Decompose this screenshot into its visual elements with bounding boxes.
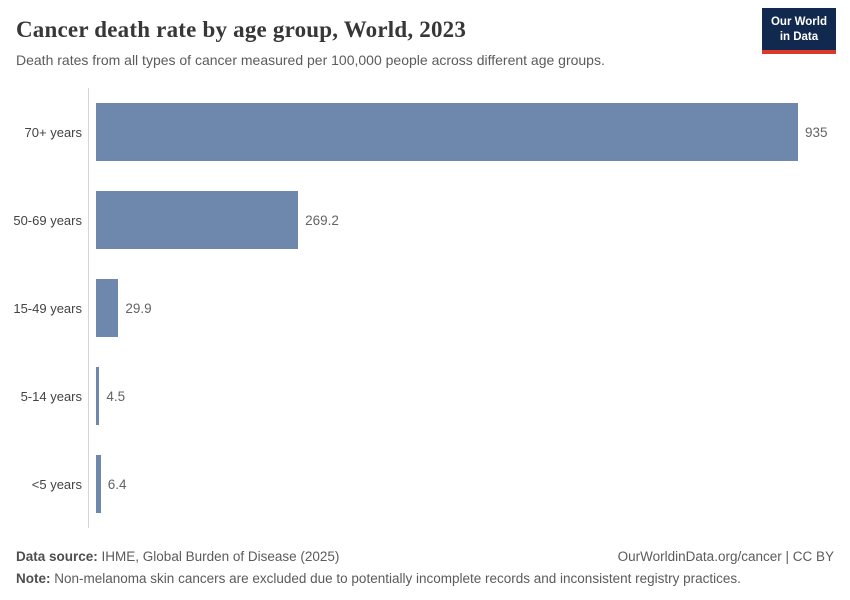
owid-cc-link[interactable]: OurWorldinData.org/cancer | CC BY xyxy=(617,549,834,564)
category-label: 50-69 years xyxy=(13,212,82,228)
value-label: 29.9 xyxy=(125,300,152,316)
bar-row: <5 years 6.4 xyxy=(0,440,850,528)
category-label: 5-14 years xyxy=(20,388,82,404)
chart-note: Note: Non-melanoma skin cancers are excl… xyxy=(16,570,834,588)
bar[interactable] xyxy=(96,367,100,425)
bar-row: 15-49 years 29.9 xyxy=(0,264,850,352)
chart-title: Cancer death rate by age group, World, 2… xyxy=(16,17,467,42)
bar[interactable] xyxy=(96,103,798,161)
chart-subtitle: Death rates from all types of cancer mea… xyxy=(16,51,605,68)
value-label: 935 xyxy=(805,124,828,140)
data-source-value: IHME, Global Burden of Disease (2025) xyxy=(101,549,340,564)
category-label: 15-49 years xyxy=(13,300,82,316)
plot-area: 269.2 xyxy=(96,191,850,249)
bar-row: 50-69 years 269.2 xyxy=(0,176,850,264)
plot-area: 29.9 xyxy=(96,279,850,337)
bar-chart: 70+ years 935 50-69 years 269.2 15-49 ye… xyxy=(0,88,850,528)
owid-logo[interactable]: Our World in Data xyxy=(761,8,836,54)
note-value: Non-melanoma skin cancers are excluded d… xyxy=(54,571,741,587)
bar[interactable] xyxy=(96,279,119,337)
chart-footer: Data source: IHME, Global Burden of Dise… xyxy=(0,548,850,588)
note-label: Note: xyxy=(16,571,51,587)
value-label: 4.5 xyxy=(106,388,126,404)
bar-row: 70+ years 935 xyxy=(0,88,850,176)
bar-row: 5-14 years 4.5 xyxy=(0,352,850,440)
chart-header: Cancer death rate by age group, World, 2… xyxy=(0,0,850,72)
bar[interactable] xyxy=(96,455,101,513)
value-label: 269.2 xyxy=(305,212,339,228)
bar[interactable] xyxy=(96,191,299,249)
category-label: 70+ years xyxy=(24,124,82,140)
data-source-label: Data source: xyxy=(16,549,98,564)
plot-area: 4.5 xyxy=(96,367,850,425)
category-label: <5 years xyxy=(31,476,82,492)
data-source: Data source: IHME, Global Burden of Dise… xyxy=(16,548,339,566)
owid-logo-line1: Our World xyxy=(770,16,827,28)
plot-area: 6.4 xyxy=(96,455,850,513)
plot-area: 935 xyxy=(96,103,850,161)
value-label: 6.4 xyxy=(107,476,127,492)
owid-logo-line2: in Data xyxy=(779,30,819,43)
y-axis-line xyxy=(88,88,89,528)
